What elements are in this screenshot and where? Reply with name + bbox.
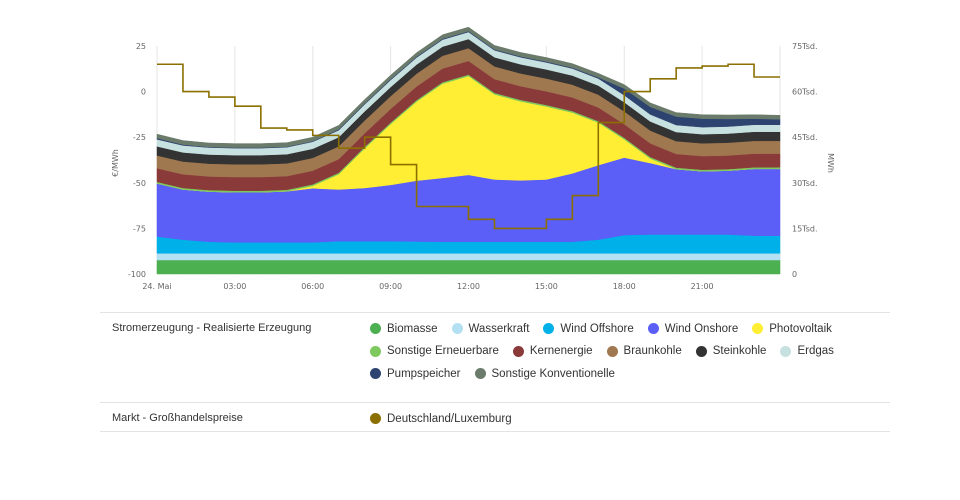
legend-swatch-icon — [780, 345, 792, 357]
legend-generation: Stromerzeugung - Realisierte Erzeugung B… — [100, 312, 890, 401]
legend-generation-items: Biomasse Wasserkraft Wind Offshore Wind Ons… — [370, 321, 890, 389]
x-tick-label: 24. Mai — [142, 282, 171, 291]
legend-swatch-icon — [474, 368, 486, 379]
x-tick-label: 06:00 — [301, 282, 324, 291]
legend-market: Markt - Großhandelspreise Deutschland/Lu… — [100, 402, 890, 432]
legend-item-label: Photovoltaik — [769, 322, 832, 335]
left-tick-label: -75 — [133, 224, 146, 233]
legend-generation-title: Stromerzeugung - Realisierte Erzeugung — [112, 322, 312, 334]
legend-item-label: Biomasse — [387, 322, 438, 335]
legend-item-label: Braunkohle — [623, 345, 682, 357]
legend-item-label: Sonstige Erneuerbare — [387, 345, 499, 357]
legend-item-erdgas[interactable]: Erdgas — [780, 345, 834, 357]
legend-item-wasserkraft[interactable]: Wasserkraft — [451, 322, 530, 335]
right-tick-label: 0 — [792, 270, 797, 279]
legend-swatch-icon — [370, 368, 381, 379]
x-tick-label: 18:00 — [613, 282, 636, 291]
left-tick-label: -100 — [128, 270, 146, 279]
legend-item-steinkohle[interactable]: Steinkohle — [695, 345, 767, 357]
generation-price-chart: 25 0 -25 -50 -75 -100 75Tsd. 60Tsd. 45Tsd. 30Tsd… — [111, 26, 835, 291]
legend-item-label: Steinkohle — [712, 345, 767, 357]
right-axis: 75Tsd. 60Tsd. 45Tsd. 30Tsd. 15Tsd. 0 — [792, 42, 818, 279]
legend-item-wind-offshore[interactable]: Wind Offshore — [543, 322, 634, 335]
price-line-group — [157, 63, 780, 230]
right-tick-label: 15Tsd. — [792, 224, 818, 233]
legend-item-label: Erdgas — [797, 345, 834, 357]
legend-item-sonstige-erneuerbare[interactable]: Sonstige Erneuerbare — [370, 345, 499, 357]
legend-item-label: Deutschland/Luxemburg — [387, 412, 512, 425]
legend-item-deutschland-luxemburg[interactable]: Deutschland/Luxemburg — [370, 413, 512, 425]
legend-item-sonstige-konventionelle[interactable]: Sonstige Konventionelle — [474, 367, 615, 380]
x-tick-label: 15:00 — [535, 282, 558, 291]
legend-swatch-icon — [647, 323, 659, 334]
legend-swatch-icon — [451, 323, 463, 334]
legend-swatch-icon — [370, 323, 381, 334]
left-tick-label: 0 — [141, 88, 146, 97]
legend-item-label: Pumpspeicher — [387, 367, 461, 380]
legend-item-biomasse[interactable]: Biomasse — [370, 323, 438, 335]
right-tick-label: 30Tsd. — [792, 179, 818, 188]
x-tick-label: 09:00 — [379, 282, 402, 291]
legend-market-items: Deutschland/Luxemburg — [370, 411, 890, 434]
area-biomasse — [156, 259, 781, 275]
legend-item-wind-onshore[interactable]: Wind Onshore — [647, 322, 739, 335]
x-tick-label: 21:00 — [691, 282, 714, 291]
left-tick-label: 25 — [136, 42, 146, 51]
stacked-areas — [156, 26, 781, 275]
legend-item-kernenergie[interactable]: Kernenergie — [512, 345, 593, 357]
legend-item-braunkohle[interactable]: Braunkohle — [606, 345, 682, 357]
legend-market-title: Markt - Großhandelspreise — [112, 412, 243, 424]
left-tick-label: -25 — [133, 133, 146, 142]
left-axis: 25 0 -25 -50 -75 -100 — [128, 42, 146, 279]
legend-item-label: Wind Onshore — [664, 322, 739, 335]
legend-item-label: Wind Offshore — [560, 322, 634, 335]
legend-swatch-icon — [512, 345, 524, 357]
legend-swatch-icon — [370, 345, 381, 357]
legend-swatch-icon — [695, 345, 707, 357]
right-axis-title: MWh — [826, 153, 835, 173]
right-tick-label: 45Tsd. — [792, 133, 818, 142]
area-wasserkraft — [156, 253, 781, 261]
price-line-deutschland-luxemburg — [157, 63, 780, 230]
x-axis: 24. Mai 03:00 06:00 09:00 12:00 15:00 18:00 21:… — [142, 282, 713, 291]
legend-swatch-icon — [752, 323, 764, 334]
legend-item-label: Kernenergie — [529, 345, 593, 357]
legend-item-label: Sonstige Konventionelle — [491, 367, 615, 380]
area-sonstige-konventionelle — [156, 26, 781, 148]
legend-swatch-icon — [543, 323, 555, 334]
left-tick-label: -50 — [133, 179, 146, 188]
x-tick-label: 03:00 — [223, 282, 246, 291]
right-tick-label: 75Tsd. — [792, 42, 818, 51]
legend-swatch-icon — [606, 345, 618, 357]
left-axis-title: €/MWh — [111, 149, 120, 177]
legend-swatch-icon — [370, 413, 381, 424]
legend-item-label: Wasserkraft — [468, 322, 530, 335]
legend-item-photovoltaik[interactable]: Photovoltaik — [752, 323, 832, 335]
right-tick-label: 60Tsd. — [792, 88, 818, 97]
legend-item-pumpspeicher[interactable]: Pumpspeicher — [370, 368, 461, 380]
x-tick-label: 12:00 — [457, 282, 480, 291]
